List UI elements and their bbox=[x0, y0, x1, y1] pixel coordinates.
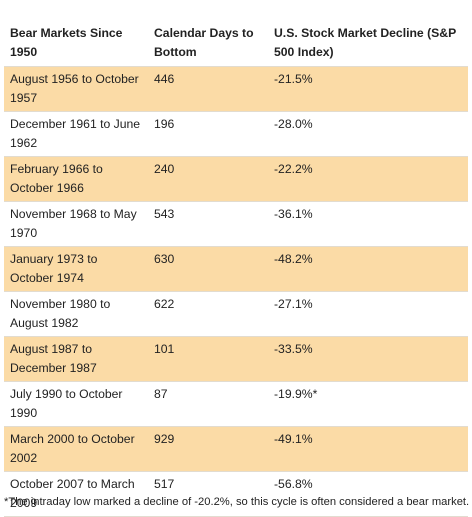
days-cell: 622 bbox=[150, 291, 266, 337]
days-cell: 446 bbox=[150, 66, 266, 112]
period-cell: August 1987 to December 1987 bbox=[4, 336, 150, 382]
decline-cell: -36.1% bbox=[266, 201, 468, 247]
days-cell: 101 bbox=[150, 336, 266, 382]
table-row: February 1966 to October 1966 240 -22.2% bbox=[4, 156, 468, 202]
days-cell: 87 bbox=[150, 381, 266, 427]
days-cell: 929 bbox=[150, 426, 266, 472]
days-cell: 543 bbox=[150, 201, 266, 247]
footnote: *The intraday low marked a decline of -2… bbox=[4, 496, 470, 508]
decline-cell: -56.8% bbox=[266, 471, 468, 517]
table-row: November 1980 to August 1982 622 -27.1% bbox=[4, 291, 468, 337]
period-cell: March 2000 to October 2002 bbox=[4, 426, 150, 472]
decline-cell: -22.2% bbox=[266, 156, 468, 202]
table-row: August 1987 to December 1987 101 -33.5% bbox=[4, 336, 468, 382]
days-cell: 196 bbox=[150, 111, 266, 157]
header-row: Bear Markets Since 1950 Calendar Days to… bbox=[4, 20, 468, 67]
decline-cell: -28.0% bbox=[266, 111, 468, 157]
table-row: November 1968 to May 1970 543 -36.1% bbox=[4, 201, 468, 247]
period-cell: November 1980 to August 1982 bbox=[4, 291, 150, 337]
period-cell: October 2007 to March 2009 bbox=[4, 471, 150, 517]
header-calendar-days: Calendar Days to Bottom bbox=[150, 20, 266, 67]
decline-cell: -27.1% bbox=[266, 291, 468, 337]
table-row: July 1990 to October 1990 87 -19.9%* bbox=[4, 381, 468, 427]
header-bear-markets: Bear Markets Since 1950 bbox=[4, 20, 150, 67]
decline-cell: -48.2% bbox=[266, 246, 468, 292]
decline-cell: -49.1% bbox=[266, 426, 468, 472]
table-row: December 1961 to June 1962 196 -28.0% bbox=[4, 111, 468, 157]
header-market-decline: U.S. Stock Market Decline (S&P 500 Index… bbox=[266, 20, 468, 67]
period-cell: November 1968 to May 1970 bbox=[4, 201, 150, 247]
decline-cell: -33.5% bbox=[266, 336, 468, 382]
period-cell: February 1966 to October 1966 bbox=[4, 156, 150, 202]
period-cell: January 1973 to October 1974 bbox=[4, 246, 150, 292]
table-row: January 1973 to October 1974 630 -48.2% bbox=[4, 246, 468, 292]
table-header: Bear Markets Since 1950 Calendar Days to… bbox=[4, 20, 468, 67]
table-body: August 1956 to October 1957 446 -21.5% D… bbox=[4, 66, 468, 517]
period-cell: August 1956 to October 1957 bbox=[4, 66, 150, 112]
days-cell: 240 bbox=[150, 156, 266, 202]
days-cell: 630 bbox=[150, 246, 266, 292]
table-row: October 2007 to March 2009 517 -56.8% bbox=[4, 471, 468, 517]
decline-cell: -21.5% bbox=[266, 66, 468, 112]
period-cell: December 1961 to June 1962 bbox=[4, 111, 150, 157]
table-row: August 1956 to October 1957 446 -21.5% bbox=[4, 66, 468, 112]
decline-cell: -19.9%* bbox=[266, 381, 468, 427]
period-cell: July 1990 to October 1990 bbox=[4, 381, 150, 427]
table-row: March 2000 to October 2002 929 -49.1% bbox=[4, 426, 468, 472]
days-cell: 517 bbox=[150, 471, 266, 517]
bear-markets-table: Bear Markets Since 1950 Calendar Days to… bbox=[4, 20, 468, 517]
